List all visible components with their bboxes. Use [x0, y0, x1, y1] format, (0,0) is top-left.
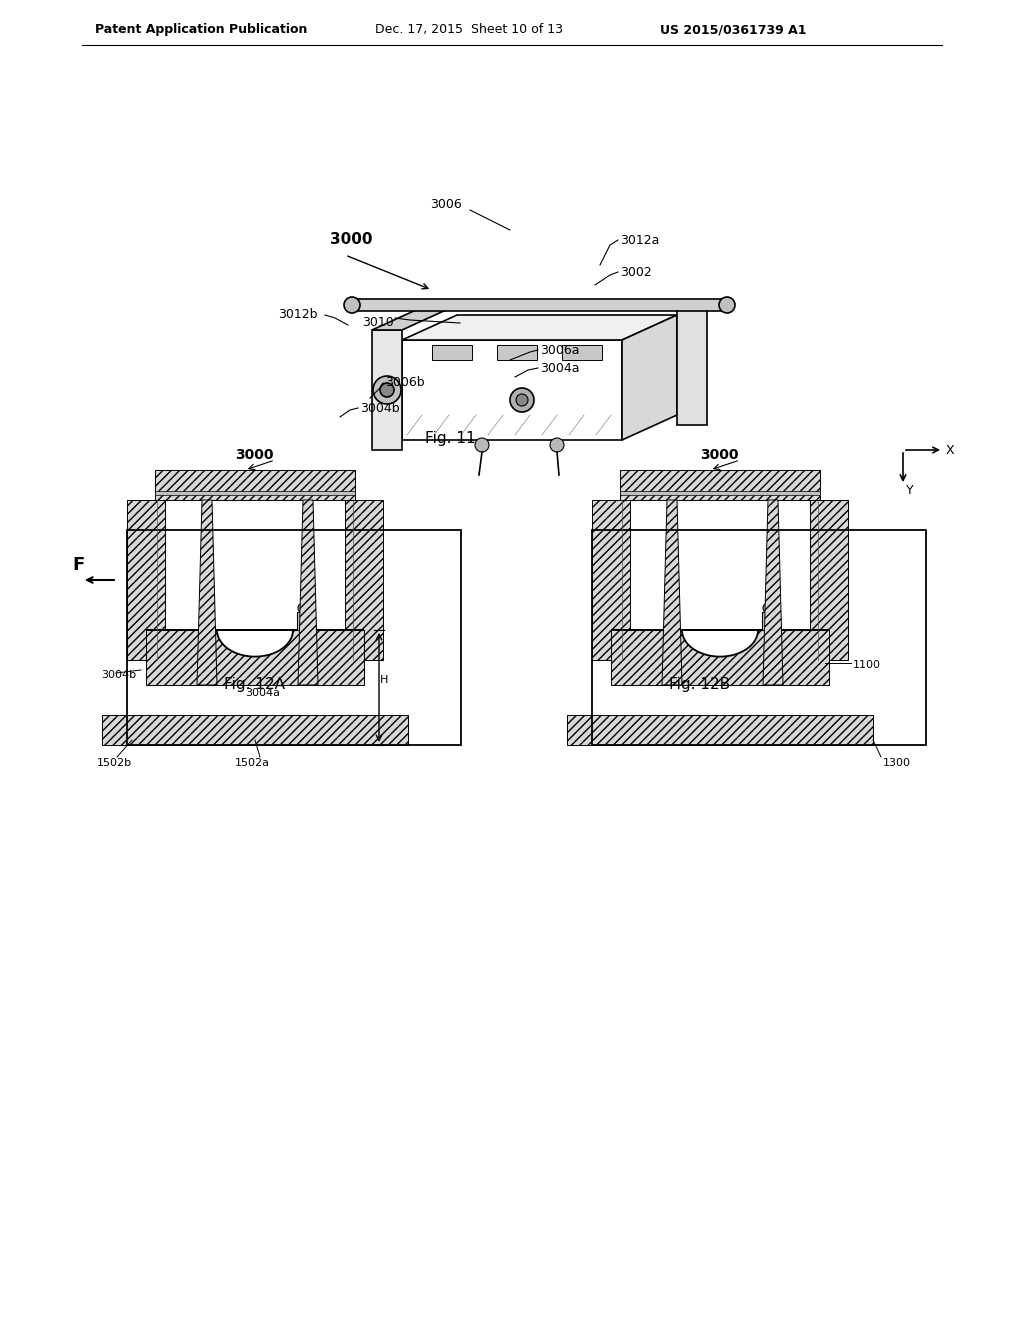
Bar — [345, 500, 383, 660]
Bar — [592, 500, 630, 660]
Text: Patent Application Publication: Patent Application Publication — [95, 24, 307, 37]
Text: X: X — [946, 444, 954, 457]
Bar — [810, 500, 848, 660]
Text: 3002: 3002 — [620, 265, 651, 279]
Text: H: H — [380, 675, 388, 685]
Text: 1502b: 1502b — [97, 758, 132, 768]
Bar — [127, 500, 165, 660]
Text: 1100: 1100 — [853, 660, 881, 671]
Text: F: F — [72, 556, 84, 574]
Text: US 2015/0361739 A1: US 2015/0361739 A1 — [660, 24, 807, 37]
Text: 3006: 3006 — [430, 198, 462, 211]
Text: 3000: 3000 — [234, 447, 273, 462]
Bar — [352, 300, 727, 312]
Text: 3010: 3010 — [362, 315, 394, 329]
Text: 1502a: 1502a — [234, 758, 270, 768]
Circle shape — [344, 297, 360, 313]
Text: Fig. 12B: Fig. 12B — [670, 677, 730, 693]
Circle shape — [510, 388, 534, 412]
Bar — [127, 531, 461, 744]
Polygon shape — [402, 315, 677, 341]
Text: 3006b: 3006b — [385, 376, 425, 389]
Polygon shape — [622, 315, 677, 440]
Text: 1300: 1300 — [883, 758, 911, 768]
Circle shape — [516, 393, 528, 407]
Text: 3012b: 3012b — [278, 309, 317, 322]
Circle shape — [373, 376, 401, 404]
Polygon shape — [611, 630, 829, 656]
Text: Fig. 12A: Fig. 12A — [224, 677, 286, 693]
Polygon shape — [677, 305, 707, 425]
Circle shape — [763, 603, 773, 612]
Text: 3012a: 3012a — [620, 234, 659, 247]
Bar — [497, 345, 537, 360]
Text: 3004a: 3004a — [245, 688, 280, 698]
Text: 3004b: 3004b — [101, 671, 136, 680]
Bar — [620, 470, 820, 500]
Bar — [155, 491, 355, 495]
Bar — [155, 470, 355, 500]
Circle shape — [475, 438, 489, 451]
Text: 3004a: 3004a — [540, 362, 580, 375]
Polygon shape — [662, 500, 682, 685]
Polygon shape — [298, 500, 318, 685]
Bar — [201, 612, 213, 630]
Polygon shape — [372, 305, 457, 330]
Bar — [102, 715, 408, 744]
Bar — [146, 630, 364, 685]
Circle shape — [298, 603, 308, 612]
Bar — [592, 531, 926, 744]
Bar — [567, 715, 873, 744]
Bar — [620, 491, 820, 495]
Polygon shape — [763, 500, 783, 685]
Bar — [611, 630, 829, 685]
Bar — [666, 612, 678, 630]
Circle shape — [550, 438, 564, 451]
Circle shape — [202, 603, 212, 612]
Polygon shape — [146, 630, 364, 656]
Bar — [762, 612, 774, 630]
Text: 3000: 3000 — [700, 447, 738, 462]
Text: 3004b: 3004b — [360, 401, 399, 414]
Bar — [297, 612, 309, 630]
Circle shape — [667, 603, 677, 612]
Bar — [562, 345, 602, 360]
Polygon shape — [197, 500, 217, 685]
Text: Fig. 11: Fig. 11 — [425, 430, 475, 446]
Polygon shape — [677, 300, 717, 305]
Polygon shape — [372, 330, 402, 450]
Bar — [432, 345, 472, 360]
Text: Dec. 17, 2015  Sheet 10 of 13: Dec. 17, 2015 Sheet 10 of 13 — [375, 24, 563, 37]
Text: 3006a: 3006a — [540, 343, 580, 356]
Text: Y: Y — [906, 483, 913, 496]
Circle shape — [380, 383, 394, 397]
Circle shape — [719, 297, 735, 313]
Text: 3000: 3000 — [330, 232, 373, 248]
